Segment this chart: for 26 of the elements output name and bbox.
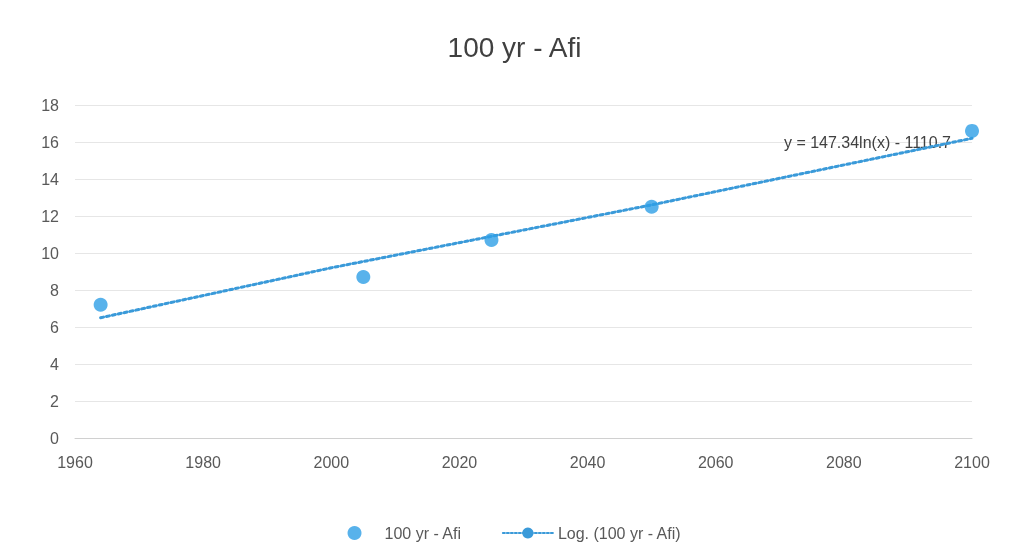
y-tick-label: 8 <box>50 281 60 299</box>
x-tick-label: 2040 <box>569 453 606 471</box>
legend-label: Log. (100 yr - Afi) <box>557 524 681 542</box>
y-tick-label: 4 <box>50 355 60 373</box>
y-tick-label: 10 <box>41 244 60 262</box>
x-tick-label: 2060 <box>697 453 734 471</box>
x-tick-label: 1960 <box>57 453 93 471</box>
point <box>644 199 659 214</box>
x-tick-label: 2100 <box>954 453 990 471</box>
y-tick-label: 14 <box>41 170 60 188</box>
y-tick-label: 18 <box>41 96 60 114</box>
point <box>356 270 371 285</box>
point <box>965 123 979 138</box>
x-tick-label: 2080 <box>826 453 862 471</box>
y-tick-label: 12 <box>41 207 60 225</box>
y-tick-label: 2 <box>50 392 60 410</box>
x-tick-label: 2000 <box>313 453 350 471</box>
legend-label: 100 yr - Afi <box>384 524 461 542</box>
x-tick-label: 2020 <box>441 453 478 471</box>
y-tick-label: 0 <box>50 429 60 447</box>
point <box>93 297 108 312</box>
y-tick-label: 16 <box>41 133 60 151</box>
chart-title: 100 yr - Afi <box>447 31 582 63</box>
point <box>484 233 499 248</box>
x-tick-label: 1980 <box>185 453 222 471</box>
y-tick-label: 6 <box>50 318 60 336</box>
